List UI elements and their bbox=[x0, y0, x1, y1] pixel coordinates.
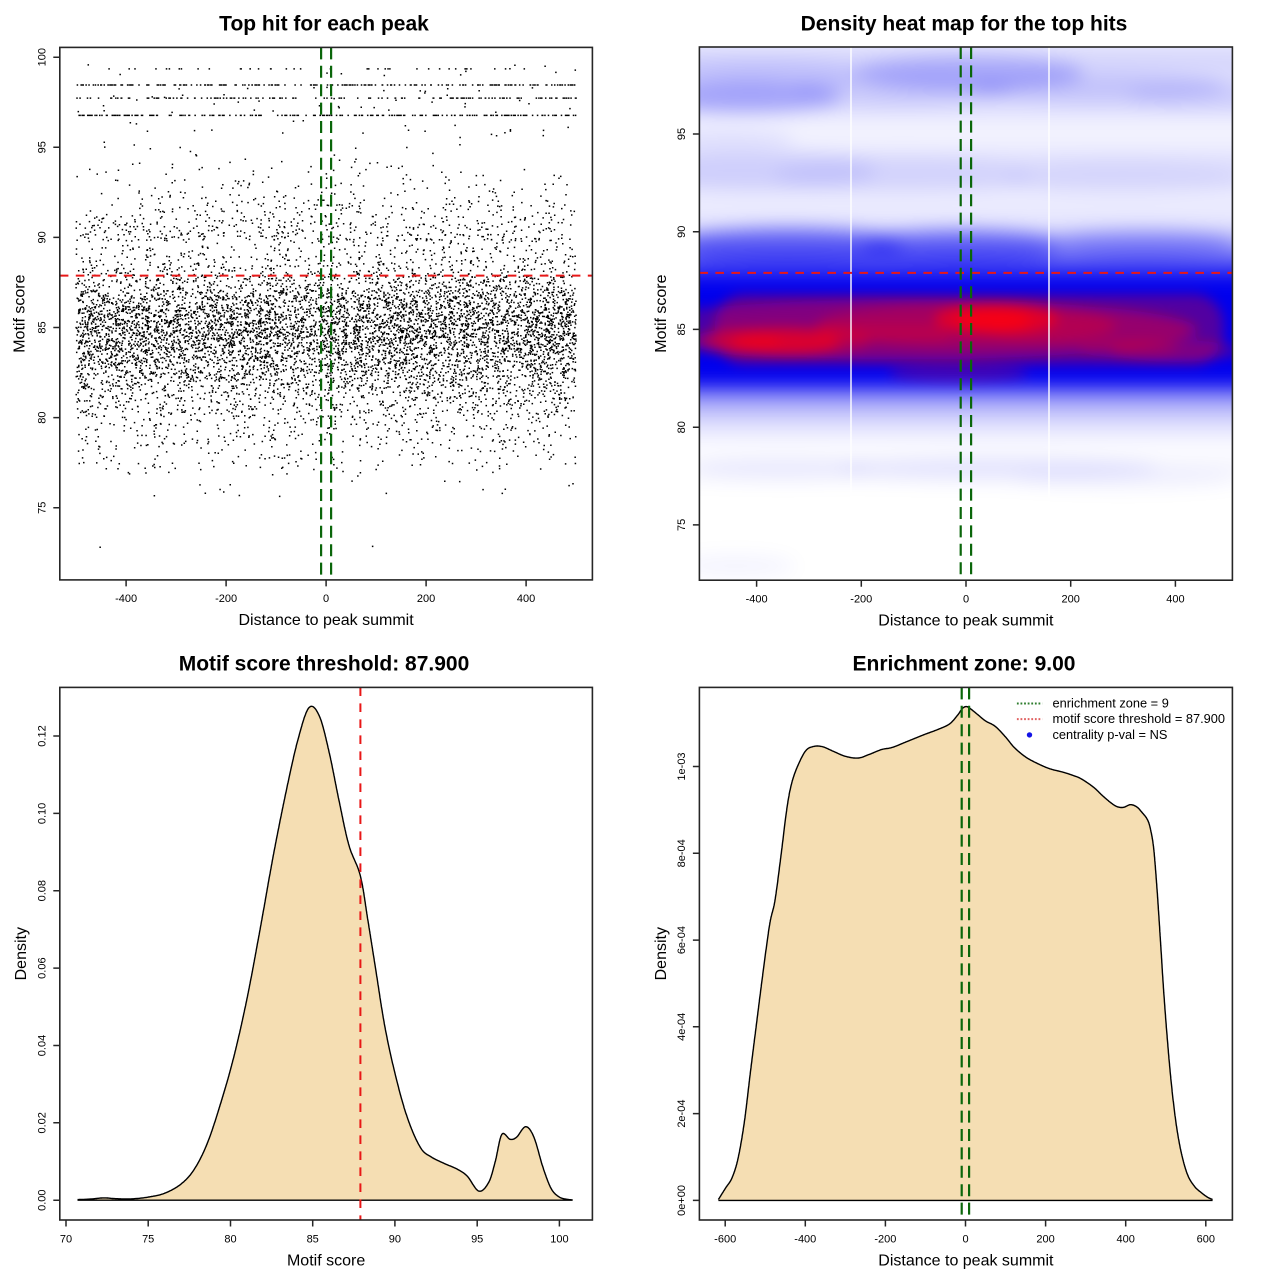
svg-text:0.00: 0.00 bbox=[37, 1189, 49, 1210]
svg-text:enrichment zone = 9: enrichment zone = 9 bbox=[1053, 696, 1169, 711]
svg-text:0: 0 bbox=[963, 594, 969, 606]
svg-text:100: 100 bbox=[37, 48, 49, 66]
svg-text:0: 0 bbox=[323, 593, 329, 605]
svg-text:75: 75 bbox=[676, 519, 688, 531]
svg-text:200: 200 bbox=[417, 593, 435, 605]
svg-text:2e-04: 2e-04 bbox=[676, 1100, 688, 1128]
svg-text:motif score threshold = 87.900: motif score threshold = 87.900 bbox=[1053, 711, 1226, 726]
svg-text:400: 400 bbox=[517, 593, 535, 605]
svg-text:Motif score: Motif score bbox=[287, 1252, 365, 1269]
svg-text:85: 85 bbox=[307, 1233, 319, 1245]
svg-text:0.06: 0.06 bbox=[37, 957, 49, 978]
svg-text:0.04: 0.04 bbox=[37, 1035, 49, 1056]
svg-text:Density: Density bbox=[13, 927, 30, 980]
svg-text:200: 200 bbox=[1036, 1233, 1054, 1245]
svg-text:-400: -400 bbox=[746, 594, 768, 606]
svg-text:0: 0 bbox=[962, 1233, 968, 1245]
svg-text:8e-04: 8e-04 bbox=[676, 839, 688, 867]
svg-text:95: 95 bbox=[676, 128, 688, 140]
svg-text:80: 80 bbox=[37, 411, 49, 423]
svg-text:80: 80 bbox=[224, 1233, 236, 1245]
svg-text:-200: -200 bbox=[874, 1233, 896, 1245]
svg-text:Distance to peak summit: Distance to peak summit bbox=[878, 1252, 1054, 1269]
svg-text:Motif score: Motif score bbox=[12, 274, 29, 352]
svg-text:4e-04: 4e-04 bbox=[676, 1013, 688, 1041]
svg-text:Distance to peak summit: Distance to peak summit bbox=[239, 612, 415, 629]
svg-text:600: 600 bbox=[1197, 1233, 1215, 1245]
svg-text:-200: -200 bbox=[850, 594, 872, 606]
svg-text:0.12: 0.12 bbox=[37, 725, 49, 746]
svg-text:0e+00: 0e+00 bbox=[676, 1185, 688, 1216]
svg-text:1e-03: 1e-03 bbox=[676, 752, 688, 780]
svg-text:200: 200 bbox=[1062, 594, 1080, 606]
svg-text:Top hit for each peak: Top hit for each peak bbox=[219, 13, 429, 36]
svg-text:Density: Density bbox=[653, 927, 670, 980]
svg-text:centrality p-val = NS: centrality p-val = NS bbox=[1053, 727, 1168, 742]
svg-text:Density heat map for the top h: Density heat map for the top hits bbox=[801, 13, 1128, 36]
svg-text:6e-04: 6e-04 bbox=[676, 926, 688, 954]
svg-text:85: 85 bbox=[676, 323, 688, 335]
svg-text:-600: -600 bbox=[714, 1233, 736, 1245]
svg-text:-200: -200 bbox=[215, 593, 237, 605]
svg-text:95: 95 bbox=[37, 141, 49, 153]
svg-text:0.08: 0.08 bbox=[37, 880, 49, 901]
svg-text:90: 90 bbox=[389, 1233, 401, 1245]
svg-text:80: 80 bbox=[676, 421, 688, 433]
svg-text:90: 90 bbox=[676, 226, 688, 238]
svg-text:400: 400 bbox=[1117, 1233, 1135, 1245]
svg-text:85: 85 bbox=[37, 321, 49, 333]
svg-text:-400: -400 bbox=[115, 593, 137, 605]
svg-text:75: 75 bbox=[142, 1233, 154, 1245]
svg-text:-400: -400 bbox=[794, 1233, 816, 1245]
svg-text:90: 90 bbox=[37, 231, 49, 243]
svg-text:Enrichment zone: 9.00: Enrichment zone: 9.00 bbox=[853, 652, 1076, 675]
svg-text:0.10: 0.10 bbox=[37, 803, 49, 824]
svg-text:0.02: 0.02 bbox=[37, 1112, 49, 1133]
svg-text:100: 100 bbox=[550, 1233, 568, 1245]
svg-text:Motif score: Motif score bbox=[653, 274, 670, 352]
svg-text:400: 400 bbox=[1166, 594, 1184, 606]
svg-text:Motif score threshold: 87.900: Motif score threshold: 87.900 bbox=[179, 652, 470, 675]
svg-text:70: 70 bbox=[60, 1233, 72, 1245]
svg-text:Distance to peak summit: Distance to peak summit bbox=[878, 613, 1054, 630]
svg-text:95: 95 bbox=[471, 1233, 483, 1245]
svg-text:75: 75 bbox=[37, 502, 49, 514]
